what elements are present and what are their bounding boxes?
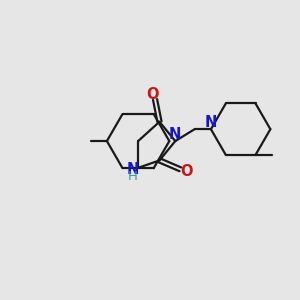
- Text: O: O: [146, 87, 159, 102]
- Text: N: N: [169, 127, 182, 142]
- Text: N: N: [127, 162, 139, 177]
- Text: N: N: [205, 115, 217, 130]
- Text: O: O: [181, 164, 193, 179]
- Text: H: H: [128, 170, 138, 183]
